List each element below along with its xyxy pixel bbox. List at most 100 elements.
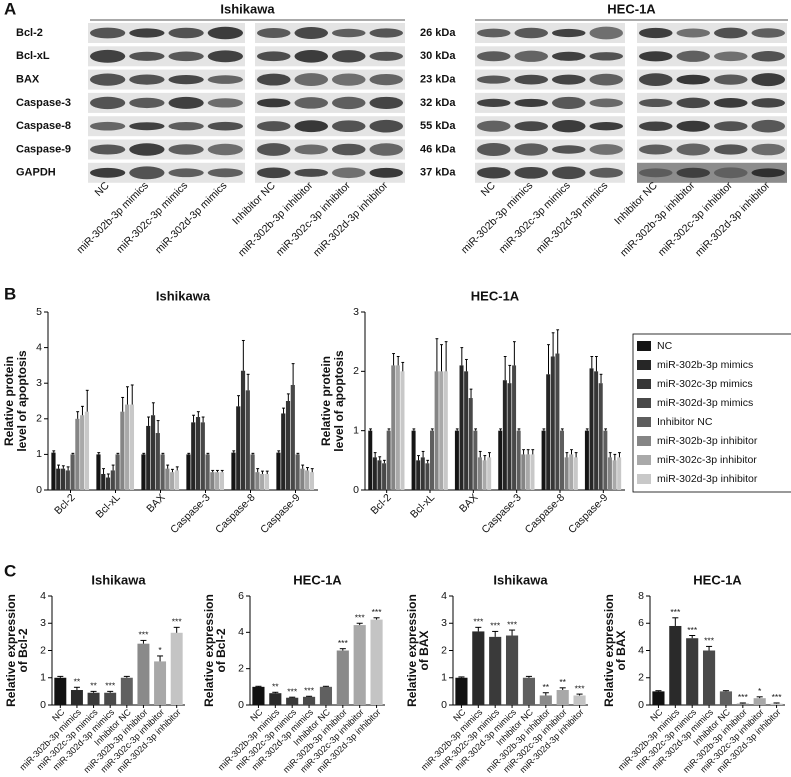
lane-label: miR-302d-3p inhibitor [693, 179, 773, 259]
error-bar [237, 395, 240, 407]
bar [395, 365, 400, 490]
blot-band [129, 143, 165, 156]
blot-strip [475, 139, 625, 160]
bar [295, 454, 300, 490]
x-tick-label: Caspase-3 [479, 491, 524, 536]
legend-swatch [637, 455, 651, 465]
blot-band [676, 50, 710, 62]
bar [489, 636, 502, 705]
bar [174, 470, 180, 490]
significance: *** [304, 686, 315, 696]
blot-strip [637, 139, 787, 160]
chart-title: Ishikawa [91, 572, 146, 587]
error-bar [291, 363, 295, 385]
y-tick-label: 1 [36, 448, 42, 460]
blot-strip [88, 46, 245, 67]
error-bar [232, 450, 236, 453]
blot-band [714, 27, 748, 39]
bar [487, 457, 492, 490]
protein-label: Bcl-2 [16, 27, 43, 39]
y-tick-label: 2 [36, 413, 42, 425]
error-bar [282, 407, 285, 414]
bar [285, 401, 291, 490]
blot-band [129, 28, 165, 38]
blot-band [477, 120, 511, 132]
error-bar [499, 428, 502, 431]
blot-band [477, 98, 511, 107]
error-bar [151, 402, 155, 416]
blot-band [168, 27, 204, 39]
error-bar [618, 452, 621, 458]
x-tick-label: Bcl-2 [368, 491, 394, 517]
bar [555, 353, 560, 490]
error-bar [526, 449, 530, 455]
blot-band [589, 98, 623, 108]
bar [155, 433, 160, 490]
legend-label: Inhibitor NC [657, 416, 713, 428]
bar [104, 692, 117, 705]
legend-label: miR-302d-3p mimics [657, 397, 753, 409]
blot-strip [88, 23, 245, 43]
error-bar [373, 452, 377, 458]
error-bar [187, 452, 191, 455]
blot-band [751, 28, 785, 38]
y-axis-label: of Bcl-2 [16, 628, 30, 672]
bar [170, 472, 175, 490]
y-axis-label: level of apoptosis [15, 350, 29, 452]
blot-band [129, 51, 165, 61]
blot-strip [637, 46, 787, 67]
blot-band [639, 73, 673, 86]
bar [434, 371, 439, 490]
significance: *** [670, 607, 681, 617]
bar [125, 404, 130, 490]
bar [281, 413, 286, 490]
bar [154, 661, 167, 705]
x-tick-label: Bcl-2 [52, 491, 78, 517]
error-bar [483, 455, 487, 461]
blot-band [369, 119, 403, 133]
bar [54, 677, 67, 705]
error-bar [106, 473, 110, 478]
blot-band [369, 51, 403, 61]
size-label: 23 kDa [420, 74, 456, 86]
bar [400, 371, 405, 490]
error-bar [503, 356, 507, 381]
bar [736, 703, 749, 705]
error-bar [430, 428, 434, 431]
error-bar [356, 622, 363, 626]
bar [160, 454, 165, 490]
bar [420, 457, 425, 490]
bar [231, 452, 236, 490]
error-bar [140, 639, 147, 644]
blot-band [514, 143, 548, 156]
blot-band [90, 144, 126, 155]
protein-label: Caspase-9 [16, 143, 71, 155]
error-bar [57, 464, 60, 469]
lane-label: miR-302d-3p inhibitor [311, 179, 391, 259]
error-bar [756, 696, 763, 699]
blot-strip [88, 139, 245, 160]
error-bar [161, 452, 165, 455]
significance: *** [687, 625, 698, 635]
bar [573, 695, 586, 705]
error-bar [301, 464, 305, 469]
bar [65, 470, 70, 490]
y-axis-label: level of apoptosis [332, 350, 346, 452]
error-bar [655, 690, 662, 692]
error-bar [706, 645, 713, 651]
blot-strip [255, 162, 405, 183]
error-bar [722, 690, 729, 692]
blot-band [294, 27, 328, 39]
error-bar [192, 414, 195, 423]
error-bar [560, 428, 564, 431]
bar [200, 422, 205, 490]
error-bar [369, 428, 372, 431]
blot-strip [255, 46, 405, 67]
blot-band [714, 167, 748, 179]
y-tick-label: 0 [36, 484, 42, 496]
bar [598, 383, 603, 490]
error-bar [590, 356, 594, 369]
bar [56, 468, 61, 490]
error-bar [421, 450, 425, 458]
legend-label: miR-302c-3p inhibitor [657, 454, 757, 466]
